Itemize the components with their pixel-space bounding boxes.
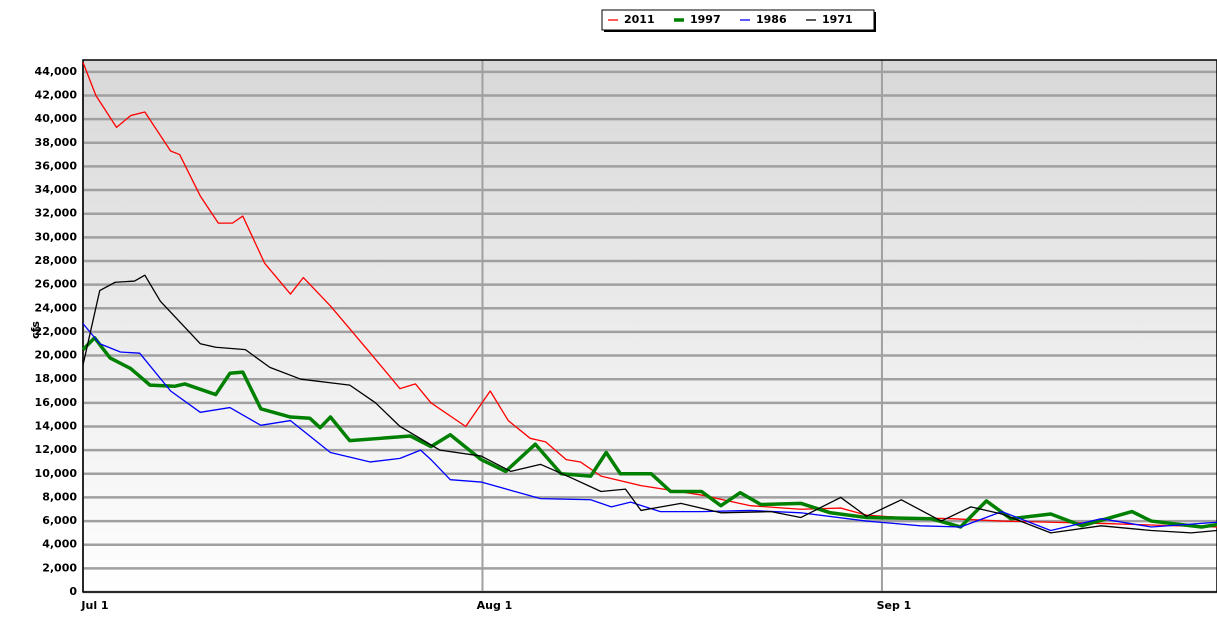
- x-tick-label: Jul 1: [80, 599, 108, 612]
- series-line: [82, 323, 1217, 532]
- legend-label: 1997: [690, 13, 721, 26]
- y-tick-label: 38,000: [35, 136, 78, 149]
- series-line: [82, 62, 1217, 528]
- y-tick-label: 40,000: [35, 112, 78, 125]
- plot-area: [83, 60, 1217, 592]
- y-tick-label: 10,000: [35, 467, 78, 480]
- y-tick-label: 44,000: [35, 65, 78, 78]
- y-tick-label: 20,000: [35, 349, 78, 362]
- legend-label: 2011: [624, 13, 655, 26]
- x-tick-label: Sep 1: [877, 599, 912, 612]
- y-tick-label: 36,000: [35, 159, 78, 172]
- legend-box: [601, 9, 875, 31]
- y-tick-label: 0: [69, 585, 77, 598]
- x-tick-label: Aug 1: [477, 599, 513, 612]
- y-tick-label: 16,000: [35, 396, 78, 409]
- y-tick-label: 2,000: [42, 561, 77, 574]
- series-line: [82, 274, 1217, 534]
- y-tick-label: 14,000: [35, 419, 78, 432]
- y-tick-label: 18,000: [35, 372, 78, 385]
- y-tick-label: 42,000: [35, 88, 78, 101]
- y-tick-label: 8,000: [42, 490, 77, 503]
- legend-label: 1971: [822, 13, 853, 26]
- series-line: [81, 336, 1217, 529]
- y-tick-label: 32,000: [35, 207, 78, 220]
- y-axis-label: cfs: [29, 321, 42, 339]
- y-tick-label: 22,000: [35, 325, 78, 338]
- y-tick-label: 30,000: [35, 230, 78, 243]
- y-tick-label: 26,000: [35, 278, 78, 291]
- y-tick-label: 12,000: [35, 443, 78, 456]
- y-tick-label: 28,000: [35, 254, 78, 267]
- y-tick-label: 6,000: [42, 514, 77, 527]
- y-tick-label: 24,000: [35, 301, 78, 314]
- legend-label: 1986: [756, 13, 787, 26]
- y-tick-label: 4,000: [42, 538, 77, 551]
- y-tick-label: 34,000: [35, 183, 78, 196]
- plot-border: [82, 59, 1217, 593]
